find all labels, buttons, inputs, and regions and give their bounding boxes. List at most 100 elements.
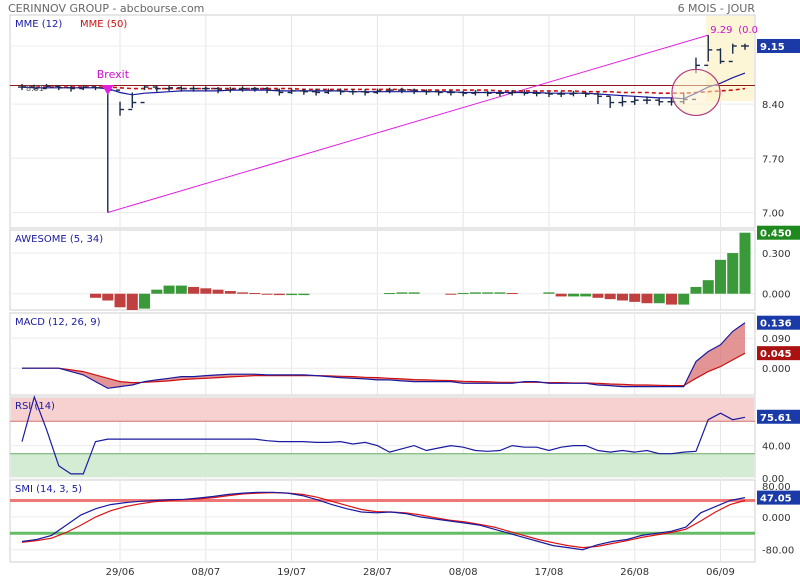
ao-bar-46 (580, 293, 592, 297)
high-value-label: 9.29 (710, 25, 732, 36)
y-tick-label-awesome-1: 0.300 (762, 249, 791, 260)
x-tick-label-5: 17/08 (535, 567, 564, 578)
ao-last-value: 0.450 (760, 229, 792, 240)
ao-last-value-bg (757, 225, 800, 240)
y-tick-label-awesome-0: 0.000 (762, 290, 791, 301)
breakout-circle (671, 68, 721, 117)
ao-bar-44 (555, 293, 567, 297)
y-tick-label-macd-0: 0.000 (762, 364, 791, 375)
x-tick-label-1: 08/07 (191, 567, 220, 578)
ao-bar-49 (616, 293, 628, 301)
chart-title: CERINNOV GROUP - abcbourse.com (8, 2, 204, 15)
rsi-last-value: 75.61 (760, 413, 792, 424)
ao-bar-36 (457, 293, 469, 295)
ao-bar-6 (90, 293, 102, 298)
ao-bar-51 (641, 293, 653, 304)
series-mme50-line (22, 86, 746, 94)
macd-last-value-bg (757, 315, 800, 330)
series-mme12-line (21, 72, 746, 100)
macd-last-value: 0.136 (760, 319, 792, 330)
high-change-label: (0.0 (738, 25, 758, 36)
ao-bar-31 (396, 292, 408, 294)
ao-bar-8 (114, 293, 126, 308)
ao-bar-30 (384, 293, 396, 295)
ao-bar-55 (690, 286, 702, 294)
y-tick-label-rsi-0: 40.00 (762, 442, 791, 453)
chart-period: 6 MOIS - JOUR (678, 2, 756, 15)
y-tick-label-price-0: 7.00 (762, 209, 784, 220)
panel-frame-macd (9, 312, 756, 396)
brexit-label: Brexit (97, 68, 130, 81)
macd-signal-last-value: 0.045 (760, 349, 792, 360)
rsi-oversold-zone (11, 453, 754, 477)
y-tick-label-price-1: 7.70 (762, 154, 784, 165)
ao-bar-54 (678, 293, 690, 305)
ao-bar-18 (237, 292, 249, 294)
panel-frame-price (9, 14, 756, 229)
ao-bar-39 (494, 292, 506, 294)
ao-bar-23 (298, 293, 310, 296)
legend-price-1: MME (50) (80, 19, 127, 30)
x-tick-label-7: 06/09 (706, 567, 735, 578)
ao-bar-47 (592, 293, 604, 298)
ao-bar-16 (212, 289, 224, 294)
legend-awesome-0: AWESOME (5, 34) (15, 234, 103, 245)
legend-smi-0: SMI (14, 3, 5) (15, 484, 82, 495)
legend-price-0: MME (12) (15, 19, 62, 30)
ao-bar-56 (702, 280, 714, 294)
y-tick-label-smi-0: 0.000 (762, 513, 791, 524)
ao-bar-9 (126, 293, 138, 310)
ao-bar-45 (567, 293, 579, 297)
ao-bar-14 (188, 286, 200, 294)
rsi-line (21, 395, 746, 475)
panel-frame-smi (9, 479, 756, 563)
smi-last-value: 47.05 (760, 494, 792, 505)
y-tick-label-smi-1: -80.00 (762, 546, 794, 557)
last-price-value: 9.15 (760, 42, 785, 53)
x-tick-label-0: 29/06 (106, 567, 135, 578)
ao-bar-52 (653, 293, 665, 304)
x-tick-label-2: 19/07 (277, 567, 306, 578)
brexit-marker (101, 85, 114, 96)
y-tick-label-price-2: 8.40 (762, 100, 784, 111)
ao-bar-12 (163, 285, 175, 294)
ao-bar-20 (261, 293, 273, 295)
ao-bar-11 (151, 289, 163, 294)
ao-bar-7 (102, 293, 114, 301)
smi-top-tick-label: 80.00 (762, 482, 791, 493)
x-tick-label-6: 26/08 (620, 567, 649, 578)
ao-bar-38 (482, 292, 494, 294)
ao-bar-40 (506, 293, 518, 295)
ao-bar-15 (200, 288, 212, 294)
macd-signal-last-value-bg (757, 346, 800, 361)
x-tick-label-3: 28/07 (363, 567, 392, 578)
y-tick-label-rsi-1: 0.00 (762, 474, 784, 485)
ao-bar-17 (224, 291, 236, 294)
ao-bar-21 (273, 293, 285, 296)
trend-line (107, 34, 709, 213)
macd-line (22, 322, 746, 389)
ao-bar-35 (445, 293, 457, 295)
ao-bar-57 (714, 259, 727, 294)
ao-bar-19 (249, 293, 261, 295)
ao-bar-59 (739, 232, 751, 294)
ao-bar-37 (469, 292, 481, 294)
smi-line (21, 491, 746, 551)
legend-rsi-0: RSI (14) (15, 401, 55, 412)
ao-bar-48 (604, 293, 616, 300)
x-tick-label-4: 08/08 (449, 567, 478, 578)
ao-bar-10 (139, 293, 151, 309)
ao-bar-22 (286, 293, 298, 296)
smi-last-value-bg (757, 490, 800, 505)
rsi-last-value-bg (757, 409, 800, 424)
ao-bar-50 (629, 293, 641, 302)
ao-bar-13 (175, 285, 187, 294)
y-tick-label-macd-1: 0.090 (762, 334, 791, 345)
ao-bar-32 (408, 292, 420, 294)
ao-bar-43 (543, 292, 555, 294)
legend-macd-0: MACD (12, 26, 9) (15, 317, 101, 328)
rsi-overbought-zone (11, 398, 754, 422)
low-value-label: 8.61 (26, 84, 44, 93)
last-price-value-bg (757, 38, 800, 53)
